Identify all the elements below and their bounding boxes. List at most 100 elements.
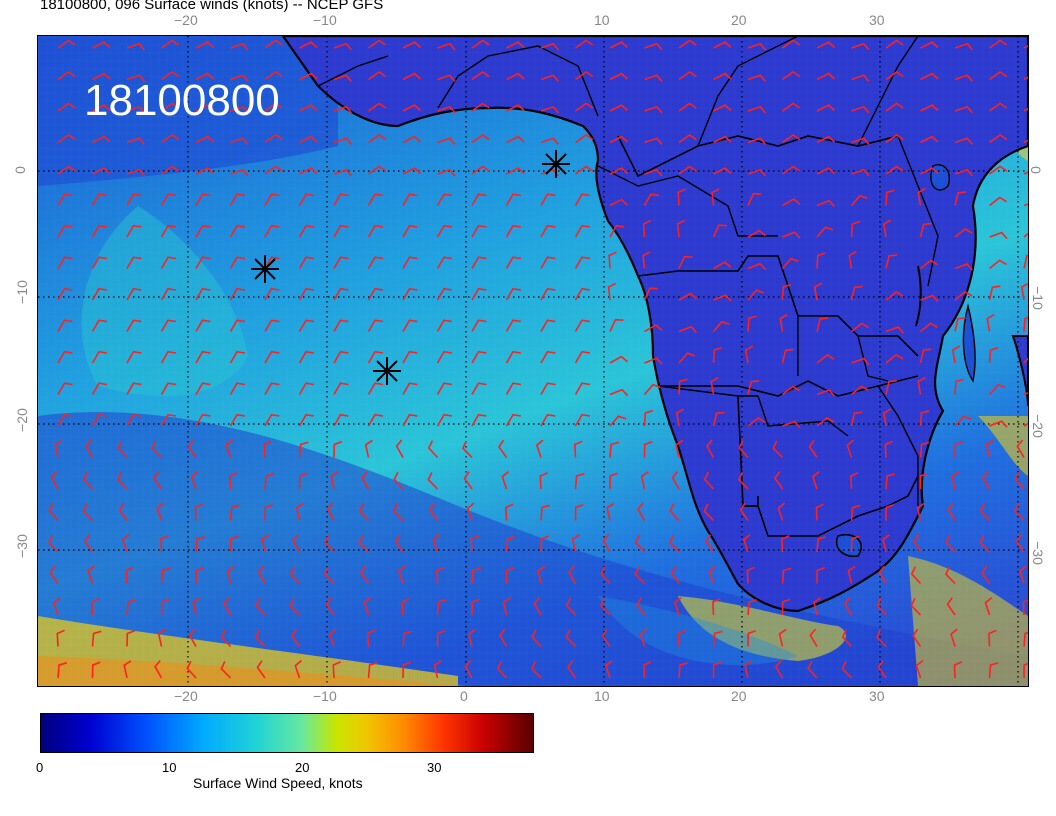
wind-barb: [367, 413, 384, 427]
wind-barb: [1023, 171, 1028, 175]
wind-barb: [678, 165, 697, 175]
wind-barb: [333, 137, 353, 145]
wind-barb: [1013, 503, 1025, 522]
wind-barb: [330, 471, 339, 490]
wind-barb: [502, 597, 511, 616]
wind-barb: [91, 319, 108, 332]
wind-barb: [471, 598, 480, 616]
wind-barb: [195, 41, 215, 49]
wind-barb: [912, 628, 922, 647]
wind-barb: [747, 168, 767, 177]
wind-barb: [230, 74, 249, 82]
wind-barb: [402, 350, 418, 364]
wind-barb: [394, 534, 404, 553]
wind-barb: [774, 660, 784, 679]
wind-barb: [954, 378, 964, 395]
wind-barb: [609, 318, 624, 332]
map-canvas: [38, 36, 1028, 686]
wind-barb: [920, 41, 939, 49]
wind-barb: [851, 137, 870, 145]
wind-barb: [920, 135, 939, 144]
wind-barb: [951, 471, 960, 490]
wind-barb: [195, 413, 211, 427]
wind-barb: [436, 630, 446, 647]
wind-barb: [644, 357, 663, 365]
right-tick-label: −20: [1029, 414, 1046, 438]
wind-barb: [90, 598, 100, 616]
wind-barb: [333, 168, 353, 177]
wind-barb: [192, 597, 201, 616]
wind-barb: [739, 502, 749, 521]
wind-barb: [471, 134, 490, 144]
wind-barb: [772, 440, 784, 459]
wind-barb: [368, 165, 387, 175]
wind-barb: [433, 660, 442, 679]
wind-barb: [575, 102, 594, 112]
wind-barb: [1022, 599, 1028, 616]
wind-barb: [402, 256, 418, 269]
wind-barb: [843, 597, 853, 616]
top-tick-label: 20: [731, 12, 747, 28]
wind-barb: [602, 533, 611, 553]
wind-barb: [299, 104, 318, 112]
wind-barb: [471, 39, 490, 49]
wind-barb: [847, 565, 856, 584]
wind-barb: [747, 105, 767, 114]
wind-barb: [634, 534, 646, 553]
wind-barb: [885, 504, 894, 521]
wind-barb: [885, 326, 905, 334]
wind-barb: [220, 629, 232, 648]
wind-barb: [126, 599, 137, 616]
wind-barb: [195, 287, 211, 301]
wind-barb: [367, 319, 384, 332]
wind-barb: [713, 261, 732, 270]
wind-barb: [368, 102, 387, 112]
wind-barb: [642, 251, 651, 269]
wind-barb: [604, 659, 613, 679]
wind-barb: [816, 567, 825, 584]
wind-barb: [229, 287, 246, 301]
wind-barb: [565, 597, 577, 616]
wind-barb: [954, 263, 974, 271]
wind-barb: [264, 413, 280, 427]
wind-barb: [989, 71, 1008, 81]
wind-barb: [954, 191, 967, 206]
wind-barb: [47, 535, 59, 553]
wind-barb: [947, 502, 956, 521]
wind-barb: [609, 224, 625, 238]
wind-barb: [264, 287, 280, 301]
bottom-tick-label: −10: [313, 688, 337, 704]
wind-barb: [195, 104, 215, 112]
wind-barb: [468, 628, 477, 647]
wind-barb: [574, 256, 591, 269]
wind-barb: [295, 502, 304, 521]
wind-barb: [436, 224, 453, 238]
wind-barb: [126, 350, 142, 364]
wind-barb: [364, 439, 373, 458]
wind-barb: [676, 219, 686, 238]
wind-barb: [1020, 282, 1028, 301]
wind-barb: [678, 39, 697, 49]
wind-barb: [402, 287, 418, 301]
wind-barb: [774, 471, 784, 490]
wind-barb: [703, 471, 715, 490]
wind-barb: [644, 105, 663, 114]
wind-barb: [920, 167, 939, 175]
wind-barb: [229, 319, 246, 332]
wind-barb: [1023, 254, 1028, 269]
wind-barb: [747, 289, 765, 301]
wind-barb: [230, 168, 249, 177]
wind-barb: [916, 502, 925, 521]
wind-barb: [953, 661, 963, 679]
wind-barb: [713, 104, 732, 112]
wind-barb: [807, 660, 818, 679]
wind-barb: [981, 471, 991, 490]
wind-barb: [437, 137, 456, 145]
wind-barb: [471, 224, 487, 238]
wind-barb: [298, 287, 315, 301]
wind-barb: [954, 441, 963, 458]
wind-barb: [229, 350, 246, 364]
wind-barb: [298, 472, 308, 490]
wind-barb: [988, 629, 997, 647]
wind-barb: [125, 566, 134, 584]
